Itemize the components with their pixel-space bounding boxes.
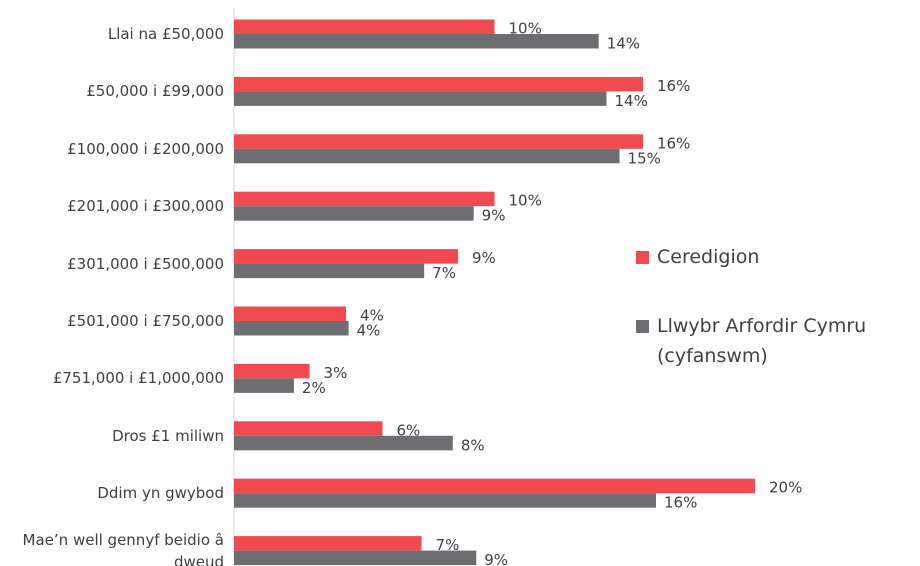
bar — [234, 148, 620, 164]
value-label: 14% — [615, 92, 648, 110]
bar — [234, 378, 294, 393]
bar — [234, 363, 310, 379]
value-label: 7% — [436, 536, 460, 554]
value-label: 8% — [461, 436, 485, 454]
category-label: £501,000 i £750,000 — [67, 312, 224, 330]
category-label: £100,000 i £200,000 — [67, 139, 224, 158]
bar — [234, 306, 347, 321]
bar — [234, 493, 657, 508]
bar — [234, 76, 643, 92]
value-label: 2% — [302, 379, 326, 397]
bar — [234, 249, 459, 264]
value-label: 10% — [509, 20, 542, 38]
bar — [234, 550, 477, 566]
bar — [234, 321, 349, 336]
value-label: 20% — [769, 479, 802, 497]
value-label: 16% — [657, 77, 690, 95]
bar — [234, 536, 422, 551]
value-label: 9% — [482, 207, 506, 225]
value-label: 3% — [324, 364, 348, 382]
category-label: Mae’n well gennyf beidio â dweud — [22, 530, 224, 566]
bar — [234, 34, 599, 49]
bar — [234, 91, 607, 106]
category-label: £50,000 i £99,000 — [86, 82, 224, 101]
value-label: 15% — [628, 149, 661, 167]
value-label: 10% — [509, 192, 542, 210]
value-label: 16% — [664, 494, 697, 512]
legend-swatch — [636, 320, 649, 333]
category-label: £751,000 i £1,000,000 — [52, 369, 224, 388]
bar — [234, 134, 643, 149]
category-label: Ddim yn gwybod — [97, 484, 224, 503]
value-label: 6% — [396, 421, 420, 439]
value-label: 9% — [484, 551, 508, 566]
bar — [234, 421, 383, 436]
bar — [234, 478, 755, 494]
legend-label: Ceredigion — [657, 246, 760, 268]
legend-swatch — [636, 251, 649, 264]
value-label: 4% — [360, 307, 384, 325]
value-label: 7% — [432, 264, 456, 282]
bar — [234, 191, 495, 207]
bar — [234, 19, 495, 34]
bar — [234, 263, 425, 279]
category-label: £201,000 i £300,000 — [67, 197, 224, 216]
category-label: Dros £1 miliwn — [112, 426, 224, 445]
value-label: 9% — [472, 249, 496, 267]
value-label: 14% — [607, 35, 640, 53]
bar — [234, 435, 453, 451]
value-label: 4% — [357, 322, 381, 340]
category-label: Llai na £50,000 — [107, 25, 224, 43]
bar — [234, 206, 474, 221]
category-label: £301,000 i £500,000 — [67, 254, 224, 273]
value-label: 16% — [657, 134, 690, 152]
legend-label: Llwybr Arfordir Cymru (cyfanswm) — [657, 315, 867, 367]
